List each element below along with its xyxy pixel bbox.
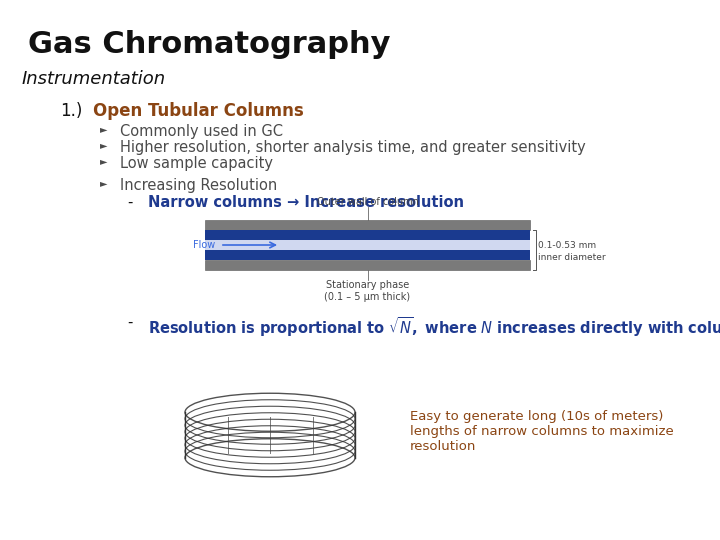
Bar <box>205 260 530 270</box>
Bar <box>205 240 530 250</box>
Text: Open Tubular Columns: Open Tubular Columns <box>93 102 304 120</box>
Text: Instrumentation: Instrumentation <box>22 70 166 88</box>
Text: Stationary phase: Stationary phase <box>326 280 409 290</box>
Bar <box>205 230 530 240</box>
Text: Narrow columns → Increase resolution: Narrow columns → Increase resolution <box>148 195 464 210</box>
Text: Low sample capacity: Low sample capacity <box>120 156 273 171</box>
Text: inner diameter: inner diameter <box>538 253 606 262</box>
Bar <box>205 250 530 260</box>
Text: Commonly used in GC: Commonly used in GC <box>120 124 283 139</box>
Text: Flow: Flow <box>193 240 215 250</box>
Text: resolution: resolution <box>410 440 477 453</box>
Text: Gas Chromatography: Gas Chromatography <box>28 30 390 59</box>
Text: $\bf{Resolution\ is\ proportional\ to}\ \sqrt{\mathit{N}}\bf{,\ where}\ \mathit{: $\bf{Resolution\ is\ proportional\ to}\ … <box>148 315 720 339</box>
Text: Outer wall of column: Outer wall of column <box>317 197 418 207</box>
Text: ►: ► <box>100 156 107 166</box>
Text: 1.): 1.) <box>60 102 82 120</box>
Text: -: - <box>127 315 132 330</box>
Text: Higher resolution, shorter analysis time, and greater sensitivity: Higher resolution, shorter analysis time… <box>120 140 586 155</box>
Text: (0.1 – 5 μm thick): (0.1 – 5 μm thick) <box>325 292 410 302</box>
Text: lengths of narrow columns to maximize: lengths of narrow columns to maximize <box>410 425 674 438</box>
Text: ►: ► <box>100 140 107 150</box>
Text: Easy to generate long (10s of meters): Easy to generate long (10s of meters) <box>410 410 663 423</box>
Text: Increasing Resolution: Increasing Resolution <box>120 178 277 193</box>
Text: ►: ► <box>100 178 107 188</box>
Text: -: - <box>127 195 132 210</box>
Text: ►: ► <box>100 124 107 134</box>
Text: 0.1-0.53 mm: 0.1-0.53 mm <box>538 241 596 251</box>
Bar <box>205 220 530 230</box>
